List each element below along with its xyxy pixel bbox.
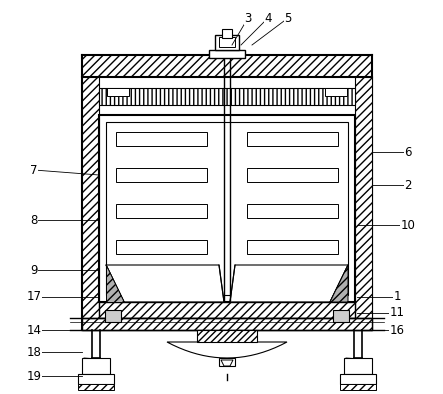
Bar <box>219 37 235 47</box>
Bar <box>340 384 376 390</box>
Text: 14: 14 <box>27 323 42 336</box>
Text: 3: 3 <box>244 11 252 24</box>
Bar <box>106 122 348 295</box>
Polygon shape <box>82 318 372 330</box>
Bar <box>344 358 372 374</box>
Bar <box>116 240 207 254</box>
Text: 4: 4 <box>264 11 272 24</box>
Polygon shape <box>221 360 233 366</box>
Bar <box>215 35 239 50</box>
Polygon shape <box>82 55 372 77</box>
Text: 8: 8 <box>30 214 38 227</box>
Text: 16: 16 <box>389 323 404 336</box>
Text: 19: 19 <box>27 370 42 383</box>
Bar <box>247 168 338 182</box>
Bar <box>99 115 355 302</box>
Polygon shape <box>230 265 348 302</box>
Text: 18: 18 <box>27 346 42 359</box>
Bar <box>247 204 338 218</box>
Bar <box>82 358 110 374</box>
Text: 5: 5 <box>284 11 291 24</box>
Bar <box>219 358 235 366</box>
Bar <box>209 50 245 58</box>
Bar <box>78 374 114 384</box>
Polygon shape <box>167 342 287 358</box>
Text: 2: 2 <box>404 178 412 191</box>
Bar <box>116 132 207 146</box>
Bar <box>222 29 232 38</box>
Text: 9: 9 <box>30 264 38 277</box>
Polygon shape <box>355 77 372 330</box>
Bar <box>197 330 257 342</box>
Bar <box>333 310 349 322</box>
Text: 10: 10 <box>400 219 416 232</box>
Polygon shape <box>330 265 348 302</box>
Polygon shape <box>106 265 124 302</box>
Bar <box>116 168 207 182</box>
Bar <box>340 374 376 384</box>
Bar <box>116 204 207 218</box>
Polygon shape <box>106 265 224 302</box>
Text: 1: 1 <box>393 290 401 303</box>
Text: 11: 11 <box>389 307 404 320</box>
Bar <box>247 132 338 146</box>
Bar <box>325 88 347 96</box>
Text: 17: 17 <box>27 290 42 303</box>
Text: 7: 7 <box>30 164 38 177</box>
Bar <box>105 310 121 322</box>
Bar <box>78 384 114 390</box>
Polygon shape <box>82 77 99 330</box>
Bar <box>247 240 338 254</box>
Bar <box>107 88 129 96</box>
Bar <box>99 88 355 105</box>
Text: 6: 6 <box>404 145 412 158</box>
Polygon shape <box>99 302 355 318</box>
